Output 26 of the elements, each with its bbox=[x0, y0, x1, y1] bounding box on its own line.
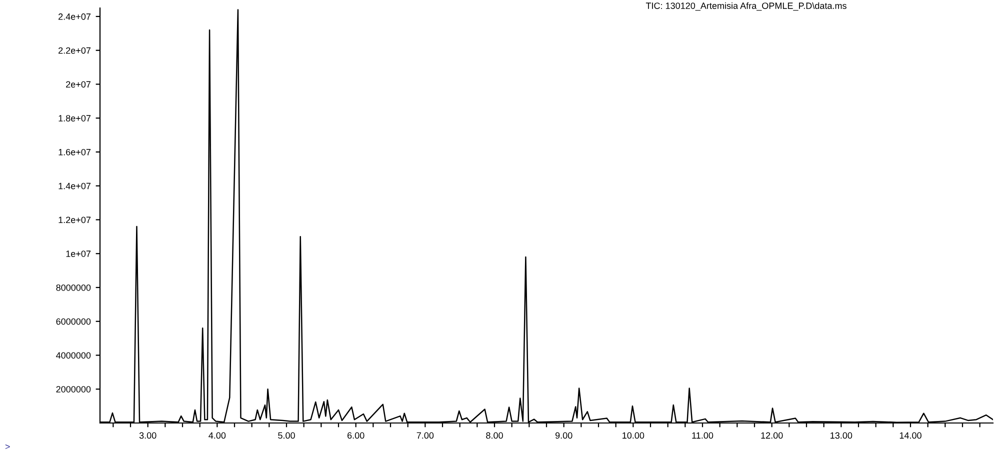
y-tick-label: 1e+07 bbox=[66, 250, 91, 257]
x-tick-label: 7.00 bbox=[416, 432, 434, 439]
y-tick-label: 8000000 bbox=[56, 284, 91, 291]
y-tick-label: 2000000 bbox=[56, 386, 91, 392]
x-tick-label: 10.00 bbox=[622, 432, 644, 439]
x-tick-label: 11.00 bbox=[692, 432, 714, 439]
x-tick-label: 3.00 bbox=[139, 432, 156, 439]
x-tick-label: 13.00 bbox=[830, 432, 852, 439]
y-tick-label: 1.4e+07 bbox=[58, 182, 91, 190]
y-tick-label: 1.6e+07 bbox=[58, 148, 91, 156]
y-tick-label: 2.4e+07 bbox=[58, 13, 91, 20]
y-tick-label: 4000000 bbox=[56, 352, 91, 359]
chart-title: TIC: 130120_Artemisia Afra_OPMLE_P.D\data.ms bbox=[646, 2, 846, 11]
x-tick-label: 5.00 bbox=[278, 432, 295, 439]
x-tick-label: 12.00 bbox=[761, 432, 783, 439]
x-tick-label: 14.00 bbox=[900, 432, 922, 439]
y-tick-label: 1.2e+07 bbox=[58, 216, 91, 224]
x-tick-label: 4.00 bbox=[208, 432, 226, 439]
x-tick-label: 9.00 bbox=[555, 432, 572, 439]
x-tick-label: 8.00 bbox=[486, 432, 503, 439]
y-tick-label: 1.8e+07 bbox=[58, 115, 91, 122]
y-tick-label: 2.2e+07 bbox=[58, 47, 91, 54]
text: > bbox=[5, 444, 10, 450]
x-tick-label: 6.00 bbox=[348, 432, 364, 439]
y-tick-label: 6000000 bbox=[56, 318, 91, 325]
y-tick-label: 2e+07 bbox=[66, 81, 91, 88]
